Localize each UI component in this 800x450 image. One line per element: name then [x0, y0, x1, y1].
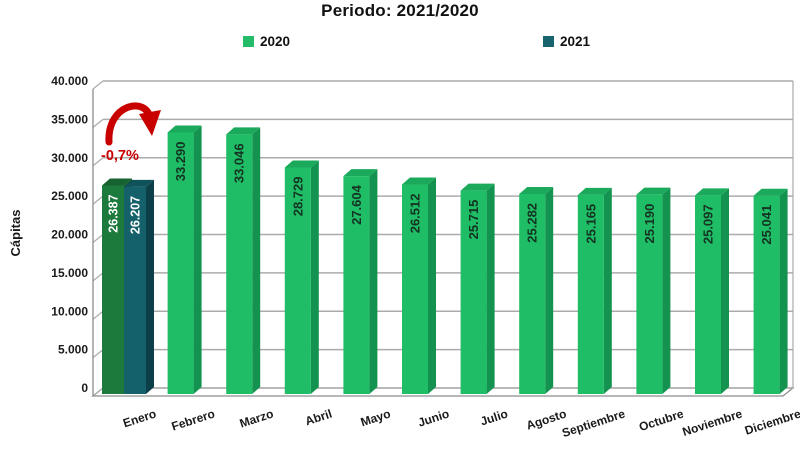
legend-swatch-2020-icon	[243, 36, 254, 47]
bar-2020-octubre	[636, 194, 663, 394]
bar-2020-abril-top	[284, 160, 319, 168]
x-axis-label: Enero	[121, 407, 158, 431]
bar-value-label: 26.207	[129, 196, 143, 234]
decrease-arrow-icon	[105, 102, 154, 146]
axis-tick	[92, 234, 104, 243]
bar-value-label: 33.290	[173, 141, 188, 181]
bar-2020-diciembre-side	[779, 188, 788, 394]
x-axis-label: Febrero	[170, 407, 217, 434]
bar-value-label: 25.190	[642, 204, 657, 244]
y-axis-tick-label: 35.000	[51, 112, 88, 126]
legend-swatch-2021-icon	[543, 36, 554, 47]
bar-2020-noviembre-top	[695, 188, 729, 196]
bar-2020-octubre-side	[662, 187, 671, 394]
bar-value-label: 25.165	[583, 204, 598, 244]
x-axis-label: Septiembre	[560, 406, 627, 440]
bar-2020-septiembre-top	[577, 187, 612, 195]
x-axis-label: Noviembre	[681, 406, 745, 439]
axis-tick	[92, 349, 104, 359]
bar-2021-enero-top	[124, 179, 154, 187]
bar-value-label: 26.387	[107, 194, 121, 232]
bar-2020-abril	[284, 167, 311, 394]
axis-tick	[92, 310, 104, 320]
bar-2020-enero	[102, 185, 124, 394]
axis-tick	[92, 195, 104, 205]
axis-tick	[92, 387, 104, 397]
bar-2020-noviembre-side	[721, 188, 729, 394]
bar-value-label: 33.046	[232, 143, 247, 183]
x-axis-label: Marzo	[238, 407, 275, 431]
legend-label-2021: 2021	[560, 34, 591, 49]
bar-2020-mayo-top	[343, 169, 378, 177]
bar-2020-agosto-side	[545, 186, 554, 394]
bar-2020-febrero-top	[167, 125, 202, 133]
y-axis-tick-label: 20.000	[51, 228, 88, 242]
bar-value-label: 25.041	[759, 205, 774, 245]
bar-2020-septiembre-side	[603, 187, 612, 394]
y-axis-tick-label: 0	[81, 381, 88, 395]
bar-2020-diciembre-top	[753, 188, 788, 196]
y-axis-tick-label: 15.000	[51, 266, 88, 280]
legend-item-2020: 2020	[243, 34, 290, 49]
x-axis-label: Julio	[479, 407, 510, 429]
bar-value-label: 28.729	[290, 177, 305, 217]
bar-2020-septiembre	[577, 194, 604, 394]
bar-value-label: 26.512	[408, 194, 423, 234]
y-axis-tick-label: 30.000	[51, 151, 88, 165]
bar-2020-noviembre	[695, 195, 721, 394]
x-axis-label: Octubre	[637, 406, 685, 434]
bar-2021-enero	[124, 186, 146, 394]
bar-2020-agosto	[519, 193, 546, 394]
bar-value-label: 25.097	[701, 204, 716, 244]
bar-2020-junio	[402, 184, 428, 394]
axis-tick	[92, 118, 104, 128]
bar-2020-julio	[460, 190, 487, 394]
annotation-decrease-percent: -0,7%	[101, 148, 139, 164]
bar-2020-junio-top	[402, 177, 436, 185]
bar-2020-mayo	[343, 176, 370, 394]
bar-2020-abril-side	[310, 160, 319, 394]
y-axis-tick-label: 10.000	[51, 304, 88, 318]
bar-2020-febrero-side	[193, 125, 202, 394]
bar-2020-mayo-side	[369, 169, 378, 394]
bar-2020-diciembre	[753, 195, 780, 394]
x-axis-label: Abril	[303, 407, 333, 429]
chart-title: Periodo: 2021/2020	[321, 1, 479, 20]
bar-2020-julio-top	[460, 183, 495, 191]
bar-2020-octubre-top	[636, 187, 671, 195]
bar-2020-enero-top	[102, 178, 132, 186]
bar-value-label: 27.604	[349, 184, 364, 225]
legend-label-2020: 2020	[260, 34, 291, 49]
x-axis-label: Mayo	[359, 407, 393, 430]
bar-2020-agosto-top	[519, 186, 554, 194]
bar-2021-enero-side	[146, 179, 154, 394]
legend-item-2021: 2021	[543, 34, 590, 49]
y-axis-tick-label: 40.000	[51, 74, 88, 88]
bar-value-label: 25.715	[466, 200, 481, 240]
bar-2020-marzo	[226, 134, 253, 394]
decrease-arrowhead-icon	[139, 110, 161, 136]
x-axis-label: Junio	[416, 407, 451, 430]
axis-tick	[92, 80, 104, 90]
axis-tick	[92, 157, 104, 167]
bar-value-label: 25.282	[525, 203, 540, 243]
axis-tick	[92, 272, 104, 282]
y-axis-tick-label: 5.000	[58, 343, 88, 357]
bar-2020-julio-side	[486, 183, 495, 394]
bar-2020-marzo-top	[226, 127, 261, 135]
bar-2020-febrero	[167, 132, 194, 394]
bar-2020-marzo-side	[252, 127, 261, 394]
x-axis-label: Diciembre	[743, 406, 800, 437]
bar-2020-junio-side	[428, 177, 436, 394]
y-axis-tick-label: 25.000	[51, 189, 88, 203]
